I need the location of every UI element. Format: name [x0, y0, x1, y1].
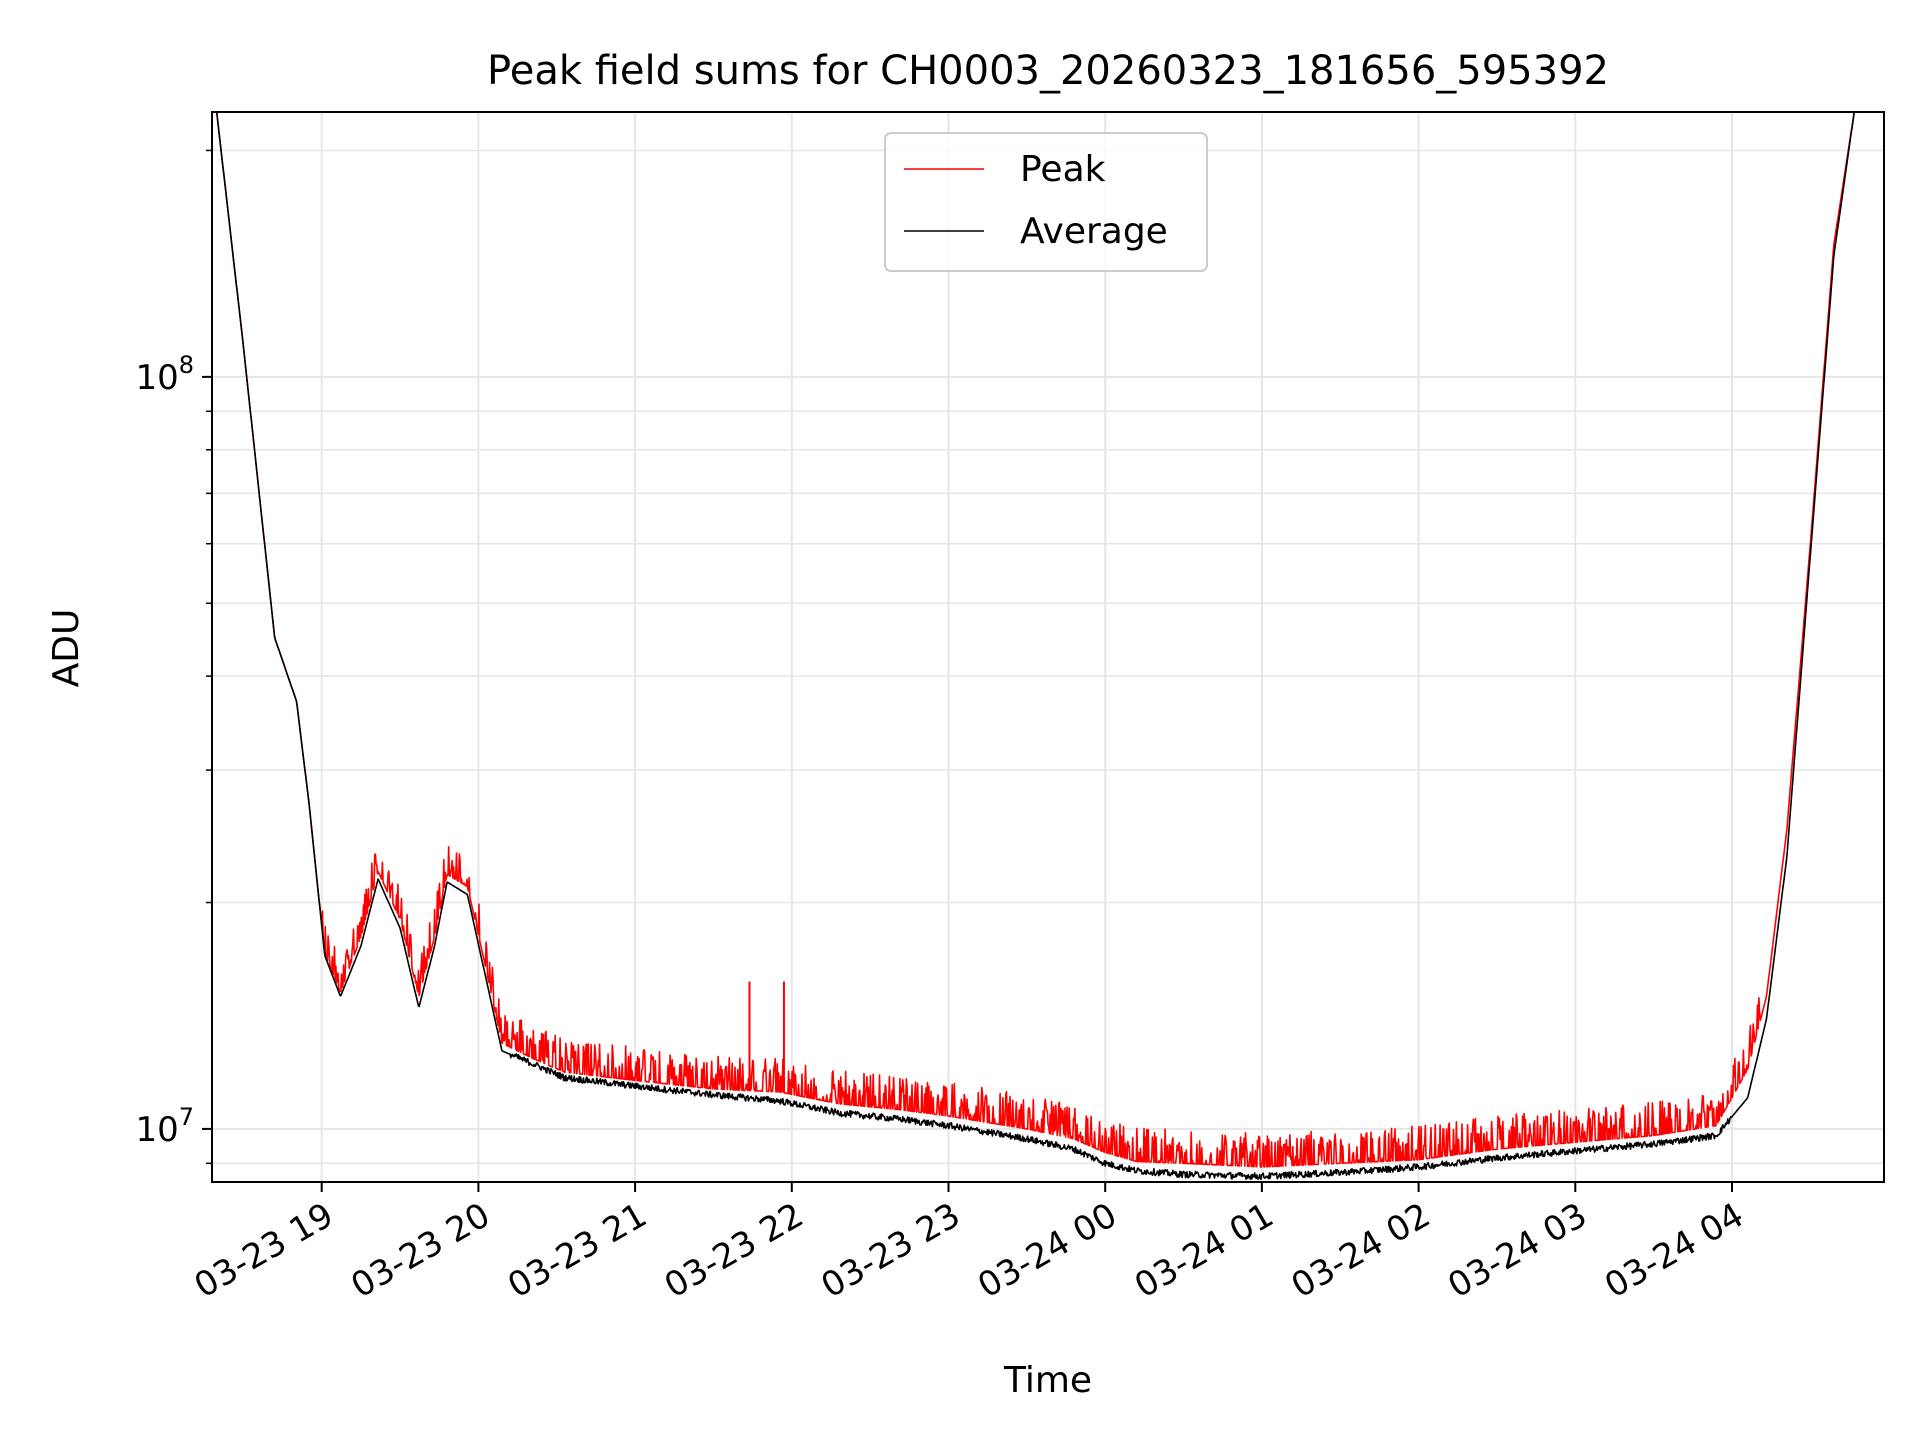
- x-axis: 03-23 19 03-23 20 03-23 21 03-23 22 03-23 23…: [188, 1182, 1751, 1306]
- x-tick-label: 03-23 23: [815, 1195, 967, 1306]
- x-tick-label: 03-23 19: [188, 1195, 340, 1306]
- legend: Peak Average: [884, 132, 1208, 272]
- x-tick-label: 03-24 01: [1128, 1195, 1280, 1306]
- legend-box: [884, 132, 1208, 272]
- x-tick-label: 03-23 22: [658, 1195, 810, 1306]
- chart-title: Peak field sums for CH0003_20260323_1816…: [487, 48, 1609, 94]
- y-axis: 107 108: [135, 149, 212, 1165]
- y-axis-label: ADU: [46, 609, 87, 688]
- x-tick-label: 03-24 00: [971, 1195, 1123, 1306]
- average-series-line: [215, 112, 1855, 1181]
- grid: [212, 112, 1884, 1182]
- plot-frame: [211, 111, 1885, 1183]
- x-tick-label: 03-23 21: [501, 1195, 653, 1306]
- peak-series-line: [215, 112, 1855, 1168]
- x-tick-label: 03-24 04: [1598, 1195, 1750, 1306]
- y-tick-label: 108: [135, 351, 194, 398]
- x-axis-label: Time: [1003, 1360, 1092, 1401]
- legend-peak-label: Peak: [1020, 149, 1106, 190]
- x-tick-label: 03-23 20: [344, 1195, 496, 1306]
- y-tick-label: 107: [135, 1103, 194, 1150]
- legend-average-label: Average: [1020, 211, 1168, 252]
- x-tick-label: 03-24 03: [1441, 1195, 1593, 1306]
- series-layer: [215, 112, 1855, 1181]
- x-tick-label: 03-24 02: [1285, 1195, 1437, 1306]
